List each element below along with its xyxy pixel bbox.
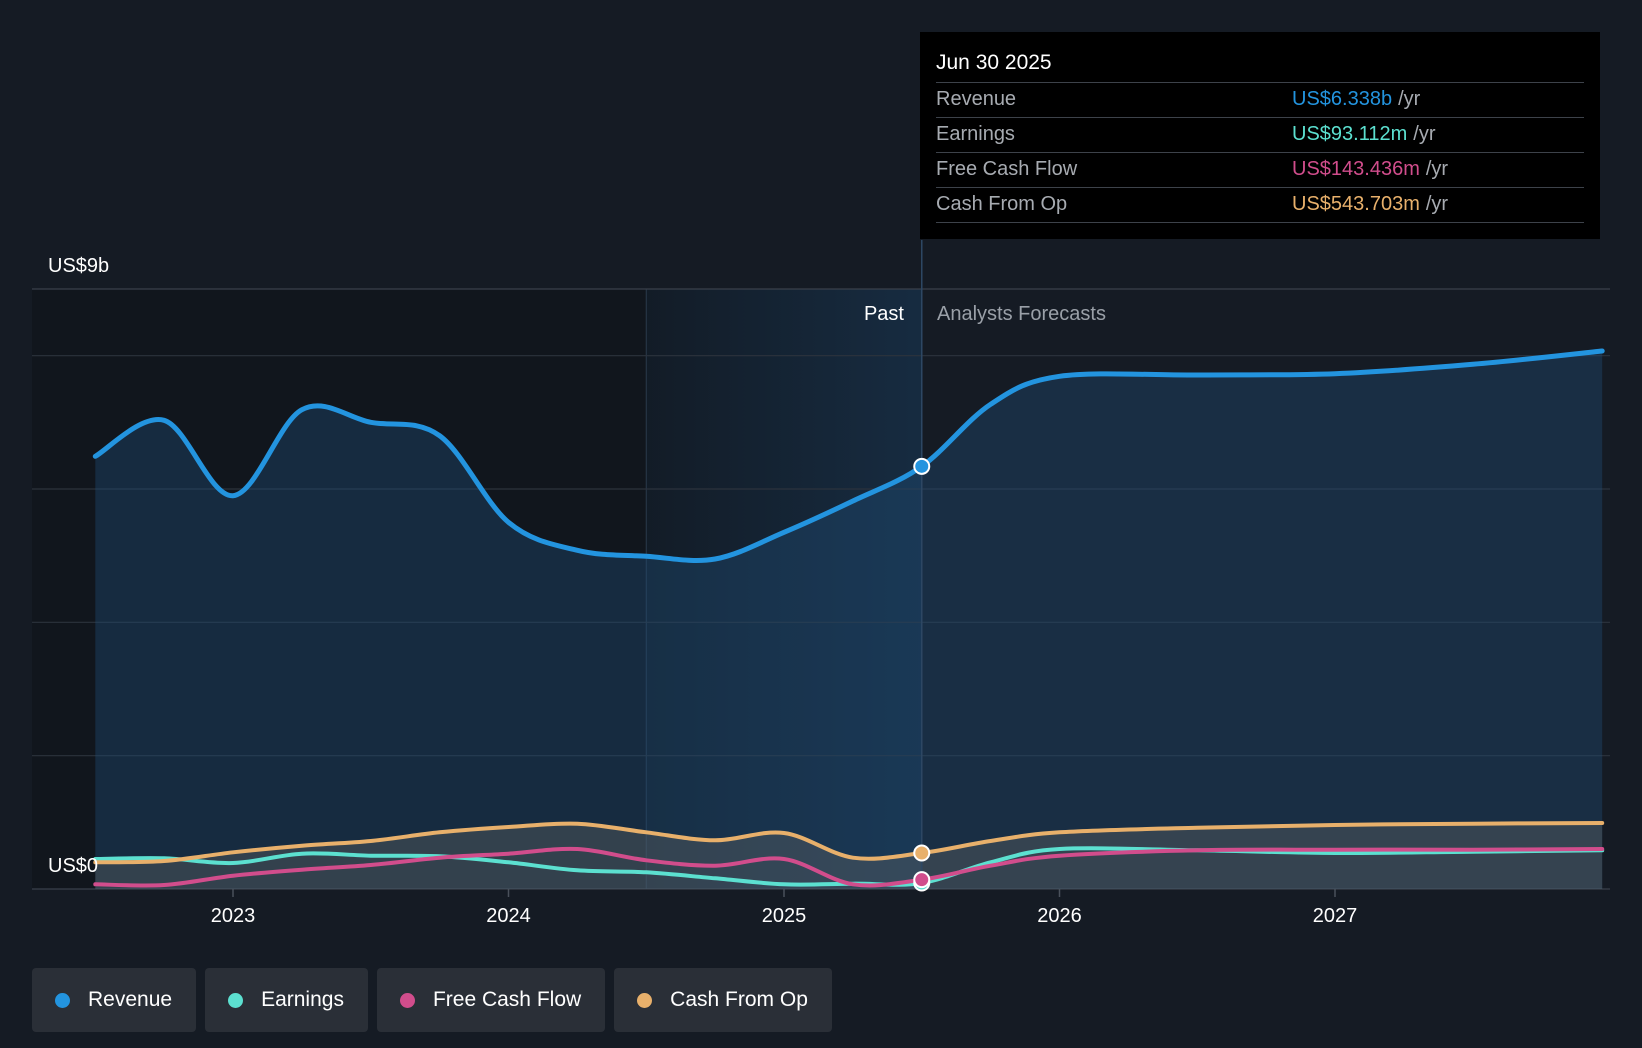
tooltip-row-free-cash-flow: Free Cash Flow US$143.436m /yr — [936, 152, 1584, 187]
cash-from-op-marker — [913, 844, 931, 862]
hover-markers — [913, 457, 931, 892]
tooltip-label: Cash From Op — [936, 193, 1068, 215]
tooltip-unit: /yr — [1425, 158, 1449, 180]
free-cash-flow-marker — [913, 871, 931, 889]
x-tick-label: 2026 — [1037, 905, 1082, 927]
tooltip-unit: /yr — [1425, 193, 1449, 215]
legend-dot-icon — [637, 992, 653, 1008]
cash-from-op-area — [95, 823, 1603, 889]
legend-label: Earnings — [261, 988, 344, 1011]
legend-item-revenue[interactable]: Revenue — [32, 968, 197, 1032]
legend-label: Cash From Op — [670, 988, 808, 1011]
x-tick-label: 2025 — [762, 905, 807, 927]
y-axis-min-label: US$0 — [48, 855, 98, 877]
x-tick-label: 2023 — [211, 905, 256, 927]
tooltip-value: US$543.703m — [1292, 193, 1420, 215]
tooltip-label: Free Cash Flow — [936, 158, 1078, 180]
forecast-label: Analysts Forecasts — [937, 303, 1106, 325]
cash-from-op-line — [93, 821, 1605, 865]
x-axis-ticks: 2023 2024 2025 2026 2027 — [211, 889, 1358, 927]
legend-label: Free Cash Flow — [432, 988, 582, 1011]
tooltip-unit: /yr — [1413, 123, 1436, 145]
earnings-line — [93, 846, 1605, 887]
x-tick-label: 2027 — [1313, 905, 1358, 927]
x-tick-label: 2024 — [486, 905, 531, 927]
tooltip-row-earnings: Earnings US$93.112m /yr — [936, 117, 1584, 152]
legend-item-free-cash-flow[interactable]: Free Cash Flow — [376, 968, 606, 1032]
gridlines — [32, 288, 1610, 890]
legend-item-cash-from-op[interactable]: Cash From Op — [614, 968, 832, 1032]
past-label: Past — [864, 303, 904, 325]
tooltip: Jun 30 2025 Revenue US$6.338b /yr Earnin… — [920, 32, 1600, 239]
revenue-marker — [913, 457, 931, 475]
revenue-area — [95, 351, 1603, 889]
tooltip-value: US$6.338b — [1292, 88, 1393, 110]
legend-dot-icon — [228, 992, 244, 1008]
legend-item-earnings[interactable]: Earnings — [205, 968, 368, 1032]
y-axis-max-label: US$9b — [48, 255, 109, 277]
tooltip-date: Jun 30 2025 — [936, 51, 1052, 74]
legend-dot-icon — [55, 992, 70, 1008]
legend-label: Revenue — [88, 988, 173, 1011]
tooltip-label: Earnings — [936, 123, 1015, 145]
legend: Revenue Earnings Free Cash Flow Cash Fro… — [32, 968, 832, 1032]
tooltip-value: US$143.436m — [1292, 158, 1420, 180]
free-cash-flow-line — [93, 846, 1605, 888]
series-lines — [92, 348, 1605, 888]
legend-dot-icon — [399, 992, 415, 1008]
highlight-region-shade — [646, 289, 922, 889]
tooltip-value: US$93.112m — [1292, 123, 1408, 145]
tooltip-row-revenue: Revenue US$6.338b /yr — [936, 82, 1584, 117]
tooltip-label: Revenue — [936, 88, 1017, 110]
tooltip-row-cash-from-op: Cash From Op US$543.703m /yr — [936, 187, 1584, 223]
revenue-line — [92, 348, 1605, 563]
tooltip-unit: /yr — [1398, 88, 1421, 110]
